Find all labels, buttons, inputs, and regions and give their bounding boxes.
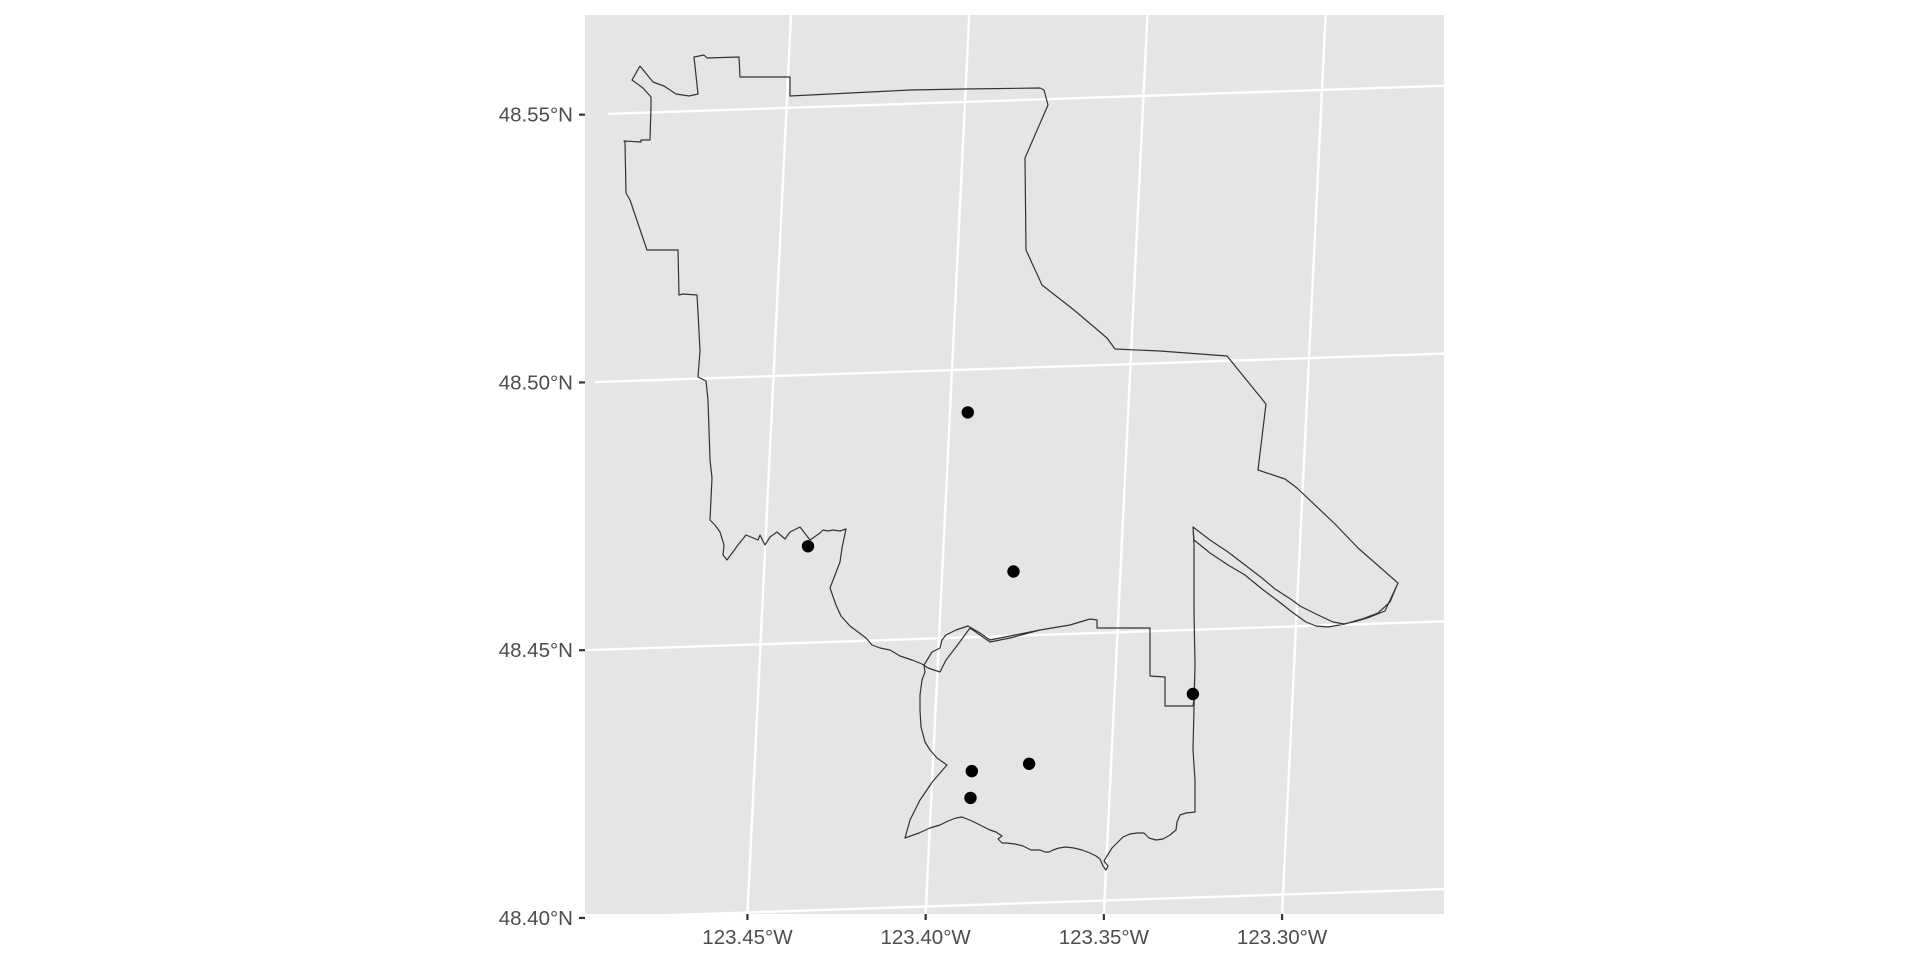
data-point xyxy=(961,406,974,419)
longitude-gridline xyxy=(1280,15,1327,914)
latitude-gridline xyxy=(667,887,1444,914)
data-point xyxy=(1022,757,1036,770)
x-tick-label: 123.45°W xyxy=(702,926,793,949)
data-point xyxy=(965,764,978,778)
longitude-gridline xyxy=(924,15,971,914)
y-tick-label: 48.50°N xyxy=(499,371,573,394)
y-tick-label: 48.55°N xyxy=(499,104,573,127)
x-tick-label: 123.40°W xyxy=(881,926,972,949)
y-tick-label: 48.40°N xyxy=(499,907,573,930)
longitude-gridline xyxy=(1459,0,1507,942)
longitude-gridline xyxy=(746,15,793,914)
latitude-gridline xyxy=(607,84,1444,116)
y-tick-label: 48.45°N xyxy=(499,639,573,662)
x-tick-label: 123.30°W xyxy=(1237,926,1328,949)
data-points xyxy=(801,406,1200,805)
graticule xyxy=(585,0,1507,942)
data-point xyxy=(1007,565,1020,578)
data-point xyxy=(964,791,977,805)
x-axis: 123.45°W 123.40°W 123.35°W 123.30°W xyxy=(702,914,1328,949)
x-tick-label: 123.35°W xyxy=(1059,926,1150,949)
longitude-gridline xyxy=(1102,15,1149,914)
map-panel xyxy=(585,15,1444,914)
latitude-gridline xyxy=(594,352,1444,384)
latitude-gridline xyxy=(585,620,1444,652)
region-boundary xyxy=(623,54,1399,871)
data-point xyxy=(1186,687,1200,701)
data-point xyxy=(801,540,815,553)
y-axis: 48.55°N 48.50°N 48.45°N 48.40°N xyxy=(499,104,585,930)
